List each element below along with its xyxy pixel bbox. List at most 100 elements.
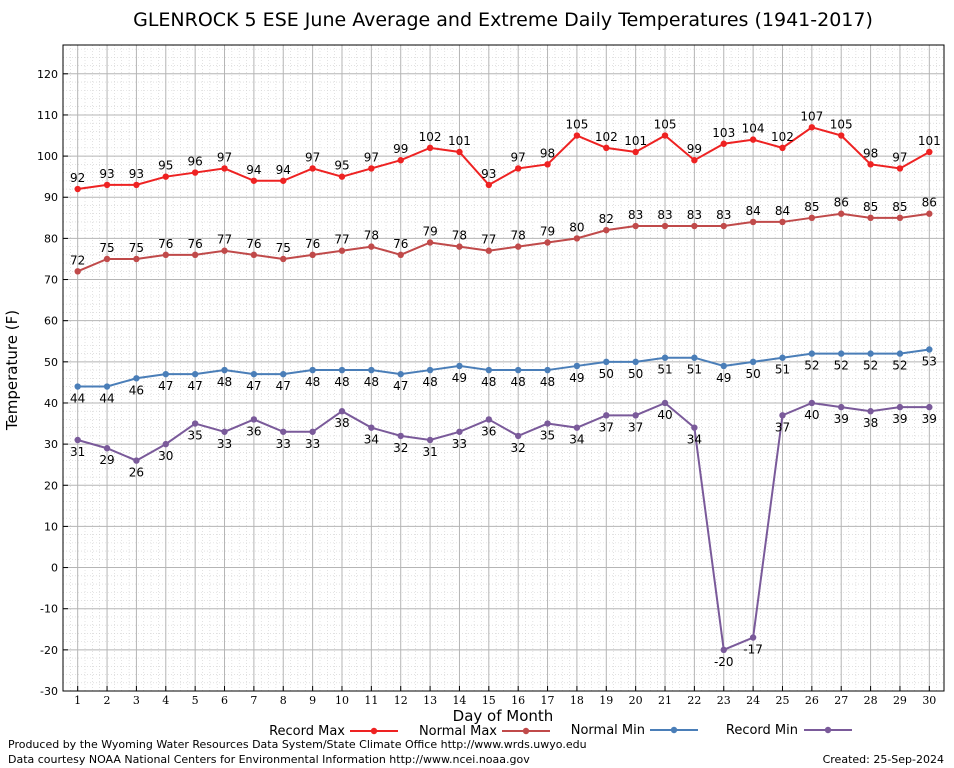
data-label-normal-max: 75	[129, 241, 144, 255]
x-tick-label: 6	[221, 694, 228, 707]
data-point-record-min	[808, 399, 816, 407]
y-tick-label: 90	[44, 191, 58, 204]
legend: Record Max Normal Max Normal Min Record Min	[269, 723, 852, 739]
data-point-record-min	[573, 424, 581, 431]
data-label-record-min: 37	[775, 420, 790, 434]
data-label-record-max: 96	[188, 155, 203, 169]
data-label-normal-max: 83	[657, 208, 672, 222]
legend-label-normal-max: Normal Max	[419, 724, 497, 739]
x-tick-label: 2	[104, 694, 111, 707]
data-label-normal-max: 83	[687, 208, 702, 222]
data-label-record-min: 35	[188, 429, 203, 443]
data-label-normal-min: 49	[452, 371, 467, 385]
data-label-normal-min: 47	[276, 379, 291, 393]
data-label-normal-max: 85	[804, 200, 819, 214]
data-point-record-max	[250, 177, 258, 184]
data-point-record-max	[720, 140, 727, 147]
data-label-record-min: 32	[511, 441, 526, 455]
data-point-record-min	[603, 412, 610, 419]
data-point-normal-min	[338, 366, 346, 374]
data-point-normal-min	[456, 362, 463, 370]
x-tick-label: 17	[541, 694, 555, 707]
x-tick-label: 24	[746, 694, 760, 707]
data-point-record-max	[309, 165, 316, 172]
data-point-record-max	[162, 173, 169, 180]
data-label-normal-min: 52	[804, 359, 819, 373]
data-point-record-max	[133, 181, 140, 189]
x-tick-label: 25	[775, 694, 789, 707]
footer-data-courtesy: Data courtesy NOAA National Centers for …	[8, 753, 530, 766]
data-label-normal-max: 78	[452, 229, 467, 243]
data-point-normal-min	[926, 346, 933, 353]
data-label-record-max: 101	[624, 134, 647, 148]
data-point-record-min	[632, 412, 639, 419]
data-label-record-min: 34	[569, 433, 584, 447]
data-label-record-max: 97	[511, 150, 526, 164]
data-label-record-max: 97	[217, 150, 232, 164]
data-point-normal-min	[691, 354, 698, 361]
data-point-normal-max	[514, 243, 522, 250]
data-point-normal-min	[661, 354, 669, 361]
data-point-record-max	[397, 157, 404, 164]
y-axis-ticks: -30 -20 -10 0 10 20 30 40 50 60 70 80 90 100 110 120	[37, 68, 68, 698]
y-tick-label: 40	[44, 397, 58, 410]
data-point-record-max	[368, 165, 375, 172]
footer-created: Created: 25-Sep-2024	[823, 753, 944, 766]
data-label-record-min: 37	[599, 420, 614, 434]
series-line-record-min	[77, 401, 930, 652]
data-label-normal-max: 76	[158, 237, 173, 251]
data-point-record-max	[456, 148, 463, 156]
data-label-normal-max: 78	[511, 229, 526, 243]
y-tick-label: 110	[37, 109, 58, 122]
data-label-normal-min: 48	[511, 375, 526, 389]
data-label-normal-max: 80	[569, 220, 584, 234]
data-label-normal-max: 76	[305, 237, 320, 251]
data-point-normal-min	[280, 370, 287, 378]
data-label-normal-min: 48	[305, 375, 320, 389]
data-label-record-max: 95	[158, 159, 173, 173]
data-label-normal-min: 47	[188, 379, 203, 393]
x-tick-label: 7	[250, 694, 257, 707]
data-point-normal-min	[896, 350, 904, 357]
x-tick-label: 5	[192, 694, 199, 707]
data-label-record-max: 93	[99, 167, 114, 181]
data-point-record-min	[280, 428, 287, 435]
data-point-normal-min	[779, 354, 786, 361]
data-label-record-min: 33	[276, 437, 291, 451]
data-point-record-min	[221, 428, 228, 435]
data-label-record-max: 105	[654, 118, 677, 132]
data-label-record-max: 107	[800, 109, 823, 123]
data-label-record-min: 39	[892, 412, 907, 426]
series-line-normal-min	[77, 348, 930, 388]
data-label-normal-min: 48	[540, 375, 555, 389]
data-point-record-max	[603, 144, 610, 152]
data-label-normal-max: 85	[892, 200, 907, 214]
data-point-record-min	[926, 403, 933, 411]
data-label-normal-max: 82	[599, 212, 614, 226]
data-label-normal-min: 52	[834, 359, 849, 373]
data-label-record-max: 104	[742, 122, 765, 136]
legend-marker-normal-min	[670, 726, 678, 734]
data-label-record-min: 40	[657, 408, 672, 422]
data-point-normal-max	[397, 251, 404, 259]
data-point-normal-max	[426, 239, 434, 246]
data-point-record-min	[338, 408, 346, 415]
legend-label-record-min: Record Min	[726, 723, 798, 738]
data-point-record-min	[514, 432, 522, 440]
data-label-record-max: 93	[129, 167, 144, 181]
x-tick-label: 29	[893, 694, 907, 707]
data-point-record-max	[544, 161, 551, 168]
data-label-normal-max: 84	[775, 204, 790, 218]
x-tick-label: 10	[335, 694, 349, 707]
data-point-record-max	[426, 144, 434, 152]
data-label-normal-min: 49	[569, 371, 584, 385]
data-label-normal-max: 84	[745, 204, 760, 218]
x-tick-label: 28	[864, 694, 878, 707]
data-label-normal-min: 47	[158, 379, 173, 393]
data-label-record-min: 40	[804, 408, 819, 422]
series-normal-min: 44 44 46 47 47 48 47 47 48 48 48 47 48 49 48 48 48 49 50 50…	[70, 346, 937, 406]
data-point-record-max	[280, 177, 287, 184]
data-point-normal-min	[632, 358, 639, 366]
data-label-record-max: 99	[687, 142, 702, 156]
x-tick-label: 20	[629, 694, 643, 707]
